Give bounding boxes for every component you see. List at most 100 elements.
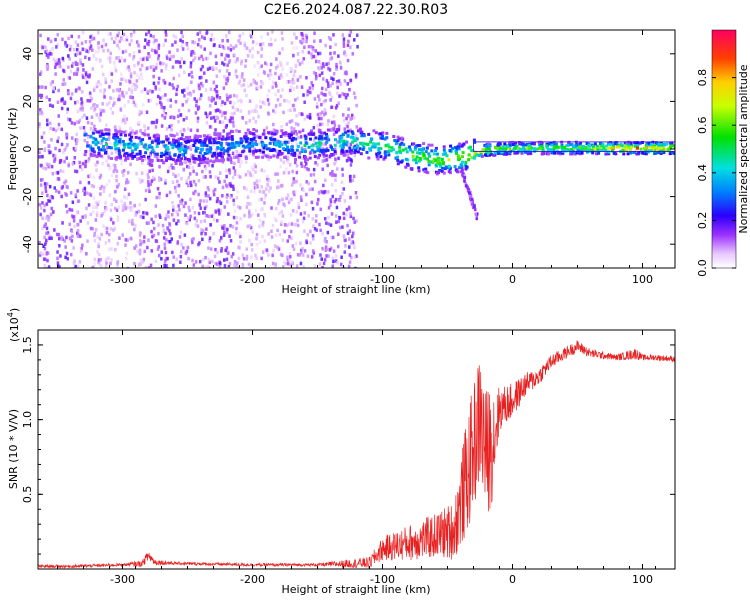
spectrogram-cell [323, 112, 326, 117]
spectrogram-cell [321, 231, 324, 236]
spectrogram-cell [133, 246, 136, 250]
spectrogram-cell [202, 199, 206, 203]
spectrogram-cell [298, 112, 301, 116]
spectrogram-cell [450, 147, 454, 150]
spectrogram-cell [216, 108, 219, 112]
spectrogram-cell [199, 206, 202, 210]
spectrogram-cell [197, 192, 200, 197]
spectrogram-cell [205, 136, 209, 140]
spectrogram-cell [43, 224, 46, 228]
spectrogram-cell [673, 146, 675, 150]
spectrogram-cell [637, 151, 641, 155]
spectrogram-cell [189, 93, 193, 97]
spectrogram-cell [92, 184, 95, 189]
spectrogram-cell [84, 47, 87, 52]
spectrogram-cell [267, 253, 270, 257]
spectrogram-cell [476, 212, 479, 216]
spectrogram-cell [346, 153, 350, 157]
spectrogram-cell [81, 108, 85, 112]
spectrogram-cell [244, 131, 248, 135]
spectrogram-cell [465, 140, 468, 144]
spectrogram-cell [339, 225, 342, 230]
spectrogram-cell [607, 152, 611, 156]
spectrogram-cell [276, 153, 280, 157]
spectrogram-cell [224, 111, 227, 115]
spectrogram-cell [453, 165, 457, 169]
spectrogram-cell [248, 99, 252, 103]
spectrogram-cell [130, 34, 133, 38]
spectrogram-cell [321, 266, 324, 268]
spectrogram-cell [85, 252, 88, 256]
spectrogram-cell [327, 119, 330, 123]
spectrogram-cell [260, 47, 263, 51]
spectrogram-cell [312, 251, 315, 255]
spectrogram-cell [519, 149, 523, 153]
spectrogram-cell [332, 114, 336, 119]
spectrogram-cell [365, 150, 369, 154]
spectrogram-cell [221, 159, 225, 162]
spectrogram-cell [283, 260, 286, 265]
spectrogram-cell [123, 58, 126, 63]
spectrogram-cell [200, 143, 204, 147]
spectrogram-cell [571, 150, 575, 154]
spectrogram-cell [218, 199, 221, 204]
spectrogram-cell [555, 145, 559, 149]
spectrogram-cell [289, 108, 292, 112]
spectrogram-cell [143, 133, 147, 137]
spectrogram-cell [321, 146, 325, 151]
spectrogram-cell [115, 169, 119, 173]
spectrogram-cell [214, 175, 217, 179]
spectrogram-cell [61, 82, 64, 86]
spectrogram-cell [237, 245, 240, 250]
spectrogram-cell [67, 54, 70, 58]
spectrogram-cell [139, 57, 142, 61]
spectrogram-cell [293, 108, 296, 112]
spectrogram-ytick-label: 0 [21, 146, 34, 153]
spectrogram-cell [125, 178, 129, 182]
spectrogram-cell [200, 75, 203, 80]
spectrogram-cell [133, 261, 136, 266]
spectrogram-cell [177, 120, 180, 124]
spectrogram-cell [489, 152, 493, 156]
spectrogram-cell [308, 112, 312, 117]
spectrogram-cell [108, 232, 111, 237]
spectrogram-cell [434, 163, 438, 167]
spectrogram-cell [458, 142, 462, 146]
spectrogram-cell [389, 149, 393, 153]
spectrogram-cell [327, 128, 330, 132]
spectrogram-cell [448, 149, 452, 152]
spectrogram-cell [183, 70, 186, 74]
colorbar-gradient [711, 29, 737, 269]
spectrogram-cell [645, 146, 649, 150]
spectrogram-cell [116, 241, 119, 246]
spectrogram-cell [267, 73, 270, 78]
spectrogram-cell [269, 72, 273, 77]
spectrogram-cell [118, 127, 122, 131]
spectrogram-cell [135, 130, 138, 134]
spectrogram-cell [147, 52, 150, 56]
spectrogram-cell [63, 148, 66, 152]
spectrogram-cell [322, 64, 325, 69]
spectrogram-cell [278, 51, 281, 55]
spectrogram-cell [508, 143, 512, 147]
spectrogram-cell [107, 238, 111, 243]
spectrogram-cell [514, 141, 517, 145]
spectrogram-cell [298, 130, 302, 134]
spectrogram-cell [460, 167, 464, 171]
spectrogram-cell [45, 238, 48, 243]
spectrogram-cell [325, 133, 328, 136]
spectrogram-cell [567, 140, 571, 144]
spectrogram-cell [323, 158, 326, 163]
spectrogram-cell [39, 206, 43, 210]
spectrogram-cell [57, 264, 60, 268]
spectrogram-cell [566, 143, 570, 147]
spectrogram-cell [254, 185, 258, 189]
spectrogram-cell [110, 79, 113, 83]
spectrogram-cell [261, 207, 264, 211]
spectrogram-cell [202, 175, 206, 179]
spectrogram-cell [71, 200, 75, 204]
spectrogram-cell [307, 50, 311, 55]
spectrogram-cell [591, 149, 595, 152]
spectrogram-cell [72, 246, 75, 250]
spectrogram-cell [118, 39, 121, 44]
